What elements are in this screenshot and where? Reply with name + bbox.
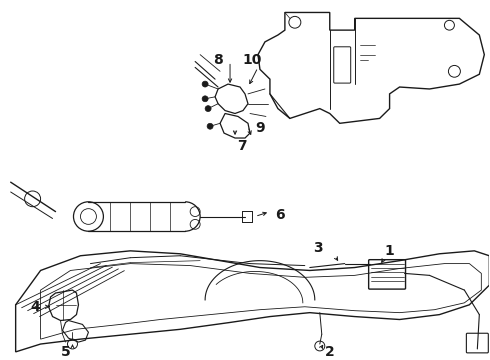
Text: 2: 2	[325, 345, 335, 359]
Text: 4: 4	[31, 300, 41, 314]
Text: 3: 3	[313, 241, 322, 255]
Circle shape	[202, 81, 208, 87]
Circle shape	[205, 105, 211, 112]
Text: 10: 10	[242, 53, 262, 67]
Text: 5: 5	[61, 345, 71, 359]
Text: 9: 9	[255, 121, 265, 135]
Text: 7: 7	[237, 139, 247, 153]
Text: 8: 8	[213, 53, 223, 67]
Circle shape	[207, 123, 213, 129]
Circle shape	[202, 96, 208, 102]
Text: 1: 1	[385, 244, 394, 258]
Text: 6: 6	[275, 208, 285, 221]
